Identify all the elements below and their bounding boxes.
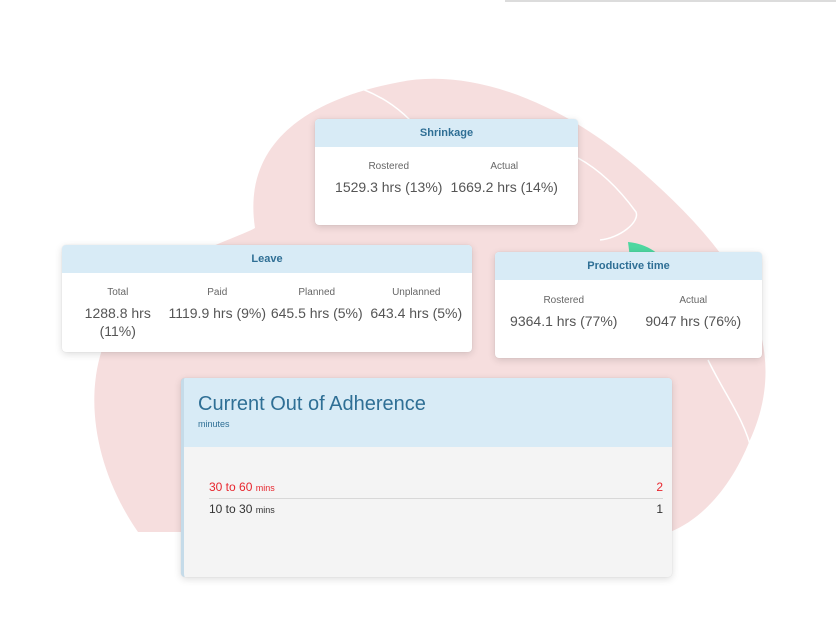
shrinkage-actual: Actual 1669.2 hrs (14%) bbox=[447, 161, 563, 196]
adherence-unit: mins bbox=[255, 483, 275, 493]
productive-rostered: Rostered 9364.1 hrs (77%) bbox=[499, 295, 629, 330]
productive-actual: Actual 9047 hrs (76%) bbox=[629, 295, 759, 330]
shrinkage-rostered: Rostered 1529.3 hrs (13%) bbox=[331, 161, 447, 196]
adherence-range-label: 10 to 30 mins bbox=[209, 499, 275, 521]
leave-unplanned-value: 643.4 hrs (5%) bbox=[370, 305, 463, 321]
decor-line-right bbox=[707, 359, 753, 453]
productive-rostered-value: 9364.1 hrs (77%) bbox=[510, 313, 618, 329]
productive-rostered-label: Rostered bbox=[543, 295, 585, 306]
leave-paid-value: 1119.9 hrs (9%) bbox=[168, 305, 267, 321]
adherence-count: 2 bbox=[656, 480, 663, 494]
adherence-unit: mins bbox=[255, 505, 275, 515]
shrinkage-actual-value: 1669.2 hrs (14%) bbox=[450, 179, 558, 195]
leave-total-value: 1288.8 hrs (11%) bbox=[84, 305, 151, 339]
leave-unplanned: Unplanned 643.4 hrs (5%) bbox=[367, 287, 467, 340]
leave-unplanned-label: Unplanned bbox=[392, 287, 441, 298]
adherence-range: 10 to 30 bbox=[209, 502, 253, 516]
leave-total: Total 1288.8 hrs (11%) bbox=[68, 287, 168, 340]
leave-title: Leave bbox=[62, 245, 472, 273]
adherence-subtitle: minutes bbox=[198, 419, 230, 429]
productive-actual-value: 9047 hrs (76%) bbox=[645, 313, 742, 329]
leave-planned-value: 645.5 hrs (5%) bbox=[270, 305, 363, 321]
adherence-title: Current Out of Adherence bbox=[198, 393, 426, 415]
productive-time-card: Productive time Rostered 9364.1 hrs (77%… bbox=[495, 252, 762, 358]
leave-paid-label: Paid bbox=[207, 287, 228, 298]
productive-time-title: Productive time bbox=[495, 252, 762, 280]
adherence-range-label: 30 to 60 mins bbox=[209, 477, 275, 499]
adherence-range: 30 to 60 bbox=[209, 480, 253, 494]
shrinkage-actual-label: Actual bbox=[490, 161, 519, 172]
leave-planned-label: Planned bbox=[298, 287, 336, 298]
decor-line-top bbox=[339, 81, 411, 121]
adherence-count: 1 bbox=[656, 502, 663, 516]
adherence-header: Current Out of Adherence minutes bbox=[184, 378, 672, 447]
adherence-card: Current Out of Adherence minutes 30 to 6… bbox=[181, 378, 672, 577]
leave-total-label: Total bbox=[107, 287, 129, 298]
shrinkage-card: Shrinkage Rostered 1529.3 hrs (13%) Actu… bbox=[315, 119, 578, 225]
leave-paid: Paid 1119.9 hrs (9%) bbox=[168, 287, 268, 340]
top-edge-bar bbox=[505, 0, 836, 2]
shrinkage-title: Shrinkage bbox=[315, 119, 578, 147]
shrinkage-rostered-value: 1529.3 hrs (13%) bbox=[335, 179, 443, 195]
decor-line-mid bbox=[577, 157, 638, 241]
leave-planned: Planned 645.5 hrs (5%) bbox=[267, 287, 367, 340]
list-item[interactable]: 10 to 30 mins 1 bbox=[209, 499, 663, 520]
list-item[interactable]: 30 to 60 mins 2 bbox=[209, 477, 663, 499]
adherence-list: 30 to 60 mins 2 10 to 30 mins 1 bbox=[184, 447, 672, 520]
productive-actual-label: Actual bbox=[679, 295, 708, 306]
shrinkage-rostered-label: Rostered bbox=[368, 161, 410, 172]
leave-card: Leave Total 1288.8 hrs (11%) Paid 1119.9… bbox=[62, 245, 472, 352]
